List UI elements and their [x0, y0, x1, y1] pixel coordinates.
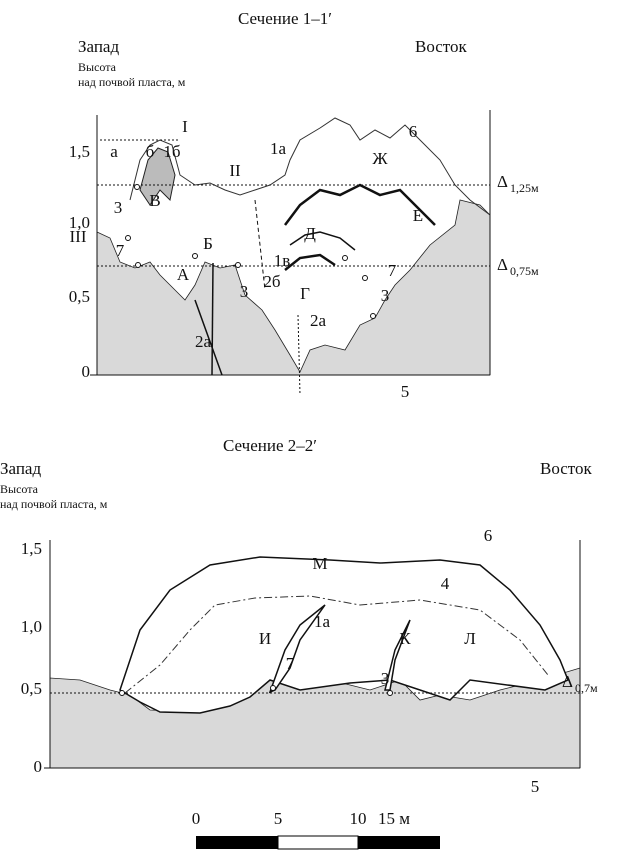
point — [371, 314, 376, 319]
region-label: 5 — [531, 777, 540, 796]
axis-label: над почвой пласта, м — [78, 75, 186, 89]
scale-segment — [358, 836, 440, 849]
scale-label: 10 — [350, 809, 367, 828]
point — [193, 254, 198, 259]
region-label: А — [177, 265, 190, 284]
region-label: Д — [304, 224, 316, 243]
east-label: Восток — [540, 459, 593, 478]
region-label: III — [70, 227, 87, 246]
region-label: 6 — [484, 526, 493, 545]
region-label: 6 — [409, 122, 418, 141]
region-label: Г — [300, 284, 310, 303]
level-symbol: Δ — [497, 172, 508, 191]
point — [363, 276, 368, 281]
level-subscript: 0,7м — [575, 681, 598, 695]
y-tick-label: 1,5 — [21, 539, 42, 558]
region-label: 1б — [163, 142, 180, 161]
region-label: Л — [464, 629, 476, 648]
region-label: К — [399, 629, 411, 648]
region-label: Ж — [372, 149, 388, 168]
scale-label: 15 м — [378, 809, 410, 828]
region-label: 7 — [388, 261, 397, 280]
point — [126, 236, 131, 241]
point — [388, 691, 393, 696]
region-label: 1в — [274, 251, 291, 270]
region-label: 3 — [381, 669, 390, 688]
level-subscript: 0,75м — [510, 264, 539, 278]
section-2-drawing — [44, 540, 580, 768]
point — [236, 263, 241, 268]
y-tick-label: 0,5 — [21, 679, 42, 698]
region-label: Е — [413, 206, 423, 225]
diagram: Сечение 1–1′ЗападВостокВысотанад почвой … — [0, 0, 638, 850]
region-label: 2а — [195, 332, 212, 351]
axis-label: Высота — [0, 482, 39, 496]
east-label: Восток — [415, 37, 468, 56]
region-label: а — [110, 142, 118, 161]
west-label: Запад — [0, 459, 41, 478]
region-label: 3 — [240, 282, 249, 301]
region-label: 4 — [441, 574, 450, 593]
axis-label: Высота — [78, 60, 117, 74]
y-tick-label: 1,0 — [21, 617, 42, 636]
region-label: 1а — [314, 612, 331, 631]
page: Сечение 1–1′ЗападВостокВысотанад почвой … — [0, 0, 638, 850]
region-label: 3 — [114, 198, 123, 217]
point — [136, 263, 141, 268]
y-tick-label: 1,5 — [69, 142, 90, 161]
section-title: Сечение 2–2′ — [223, 436, 317, 455]
axis-label: над почвой пласта, м — [0, 497, 108, 511]
region-label: Б — [203, 234, 213, 253]
y-tick-label: 0,5 — [69, 287, 90, 306]
region-label: I — [182, 117, 188, 136]
region-label: б — [146, 142, 155, 161]
region-label: И — [259, 629, 271, 648]
y-tick-label: 0 — [34, 757, 43, 776]
scale-label: 0 — [192, 809, 201, 828]
west-label: Запад — [78, 37, 119, 56]
fault-2a-dotted — [298, 315, 300, 395]
region-label: 2а — [310, 311, 327, 330]
layer-d — [290, 232, 355, 250]
region-label: 7 — [116, 241, 125, 260]
layer-g — [285, 255, 335, 270]
point — [135, 185, 140, 190]
scale-segment — [196, 836, 278, 849]
level-subscript: 1,25м — [510, 181, 539, 195]
ground — [97, 200, 490, 375]
region-label: 7 — [286, 654, 295, 673]
scale-bar — [196, 836, 440, 849]
point — [271, 686, 276, 691]
point — [120, 691, 125, 696]
scale-segment — [278, 836, 358, 849]
region-label: 5 — [401, 382, 410, 401]
region-label: В — [149, 191, 160, 210]
fault-2a — [212, 263, 213, 375]
y-tick-label: 0 — [82, 362, 91, 381]
region-label: II — [229, 161, 241, 180]
region-label: 1а — [270, 139, 287, 158]
section-title: Сечение 1–1′ — [238, 9, 332, 28]
region-label: М — [312, 554, 327, 573]
scale-label: 5 — [274, 809, 283, 828]
level-symbol: Δ — [562, 672, 573, 691]
level-symbol: Δ — [497, 255, 508, 274]
region-label: 3 — [381, 286, 390, 305]
region-label: 2б — [263, 272, 280, 291]
point — [343, 256, 348, 261]
